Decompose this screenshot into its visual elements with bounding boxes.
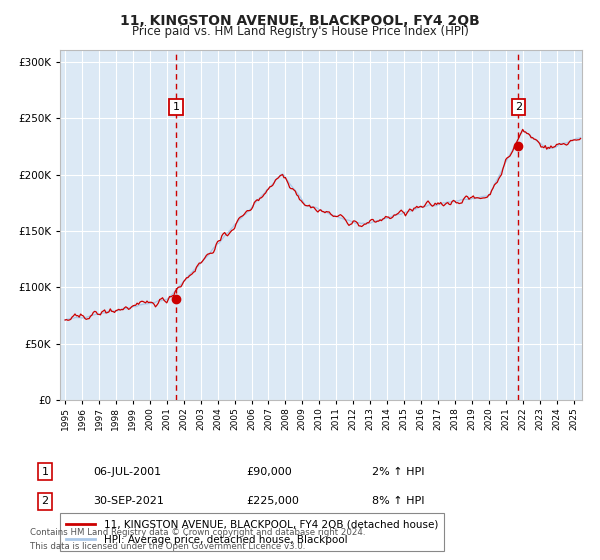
Text: 30-SEP-2021: 30-SEP-2021 (93, 496, 164, 506)
Text: £90,000: £90,000 (246, 466, 292, 477)
Text: Contains HM Land Registry data © Crown copyright and database right 2024.: Contains HM Land Registry data © Crown c… (30, 528, 365, 536)
Text: 06-JUL-2001: 06-JUL-2001 (93, 466, 161, 477)
Text: 1: 1 (41, 466, 49, 477)
Text: 2: 2 (41, 496, 49, 506)
Text: This data is licensed under the Open Government Licence v3.0.: This data is licensed under the Open Gov… (30, 542, 305, 550)
Text: 2% ↑ HPI: 2% ↑ HPI (372, 466, 425, 477)
Text: £225,000: £225,000 (246, 496, 299, 506)
Text: 2: 2 (515, 102, 522, 112)
Text: 11, KINGSTON AVENUE, BLACKPOOL, FY4 2QB: 11, KINGSTON AVENUE, BLACKPOOL, FY4 2QB (120, 14, 480, 28)
Text: 8% ↑ HPI: 8% ↑ HPI (372, 496, 425, 506)
Text: Price paid vs. HM Land Registry's House Price Index (HPI): Price paid vs. HM Land Registry's House … (131, 25, 469, 38)
Legend: 11, KINGSTON AVENUE, BLACKPOOL, FY4 2QB (detached house), HPI: Average price, de: 11, KINGSTON AVENUE, BLACKPOOL, FY4 2QB … (60, 513, 445, 551)
Text: 1: 1 (172, 102, 179, 112)
